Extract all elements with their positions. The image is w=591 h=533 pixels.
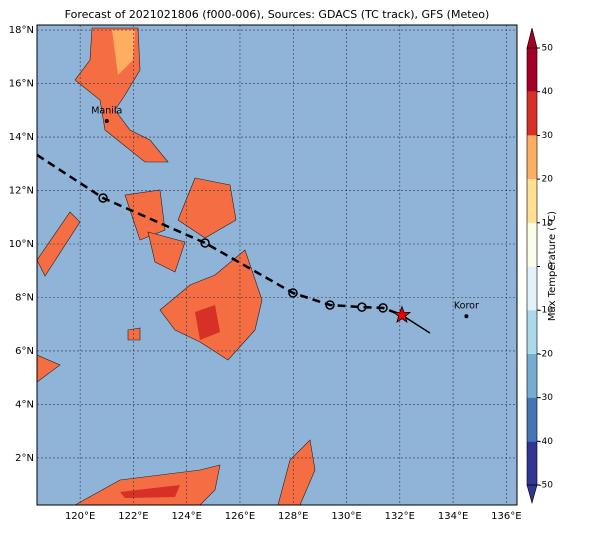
y-tick-label: 12°N [9, 186, 34, 197]
x-tick-label: 126°E [225, 511, 255, 522]
land [37, 27, 316, 505]
track-forecast [401, 314, 431, 334]
x-tick-label: 132°E [385, 511, 415, 522]
x-tick-label: 124°E [171, 511, 201, 522]
colorbar-tick-label: -30 [538, 393, 553, 403]
city-marker [464, 314, 469, 319]
colorbar-swatch [527, 266, 537, 311]
colorbar-swatch [527, 91, 537, 136]
map-frame [36, 24, 518, 506]
colorbar-tick-label: 10 [542, 218, 554, 228]
y-tick-label: 18°N [9, 25, 34, 36]
colorbar-tick-label: 40 [542, 87, 554, 97]
y-tick-label: 8°N [15, 292, 34, 303]
x-tick-label: 130°E [331, 511, 361, 522]
y-tick-label: 10°N [9, 239, 34, 250]
title: Forecast of 2021021806 (f000-006), Sourc… [65, 8, 490, 21]
x-tick-label: 128°E [278, 511, 308, 522]
track-point [325, 300, 335, 310]
colorbar-extend-high [526, 27, 538, 49]
colorbar-tick-label: 50 [542, 44, 554, 54]
colorbar-swatch [527, 179, 537, 223]
x-tick-label: 134°E [438, 511, 468, 522]
y-tick-label: 16°N [9, 79, 34, 90]
y-tick-label: 6°N [15, 346, 34, 357]
colorbar-tick-label: -40 [538, 437, 553, 447]
track-point [288, 288, 298, 298]
city-label: Manila [91, 106, 122, 117]
y-tick-label: 2°N [15, 453, 34, 464]
colorbar-label: Max Temperature (°C) [547, 211, 558, 321]
colorbar-tick-label: -20 [538, 349, 553, 359]
track-point [200, 238, 210, 248]
colorbar-tick-label: 0 [547, 262, 553, 272]
colorbar-swatch [527, 441, 537, 485]
x-tick-label: 122°E [118, 511, 148, 522]
x-tick-label: 120°E [65, 511, 95, 522]
track-point [357, 302, 367, 312]
colorbar-swatch [527, 310, 537, 354]
track-point [98, 193, 108, 203]
colorbar-swatch [527, 353, 537, 398]
colorbar-tick-label: -10 [538, 306, 553, 316]
colorbar-extend-low [526, 484, 538, 505]
colorbar-swatch [527, 397, 537, 442]
y-tick-label: 4°N [15, 399, 34, 410]
city-label: Koror [454, 301, 479, 312]
storm-position [392, 305, 412, 323]
colorbar-tick-label: -50 [538, 481, 553, 491]
colorbar-tick-label: 30 [542, 131, 554, 141]
colorbar-swatch [527, 222, 537, 267]
y-tick-label: 14°N [9, 132, 34, 143]
colorbar-swatch [527, 135, 537, 180]
track-point [378, 303, 388, 313]
colorbar-swatch [527, 48, 537, 92]
x-tick-label: 136°E [491, 511, 521, 522]
colorbar-tick-label: 20 [542, 175, 554, 185]
city-marker [104, 119, 109, 123]
